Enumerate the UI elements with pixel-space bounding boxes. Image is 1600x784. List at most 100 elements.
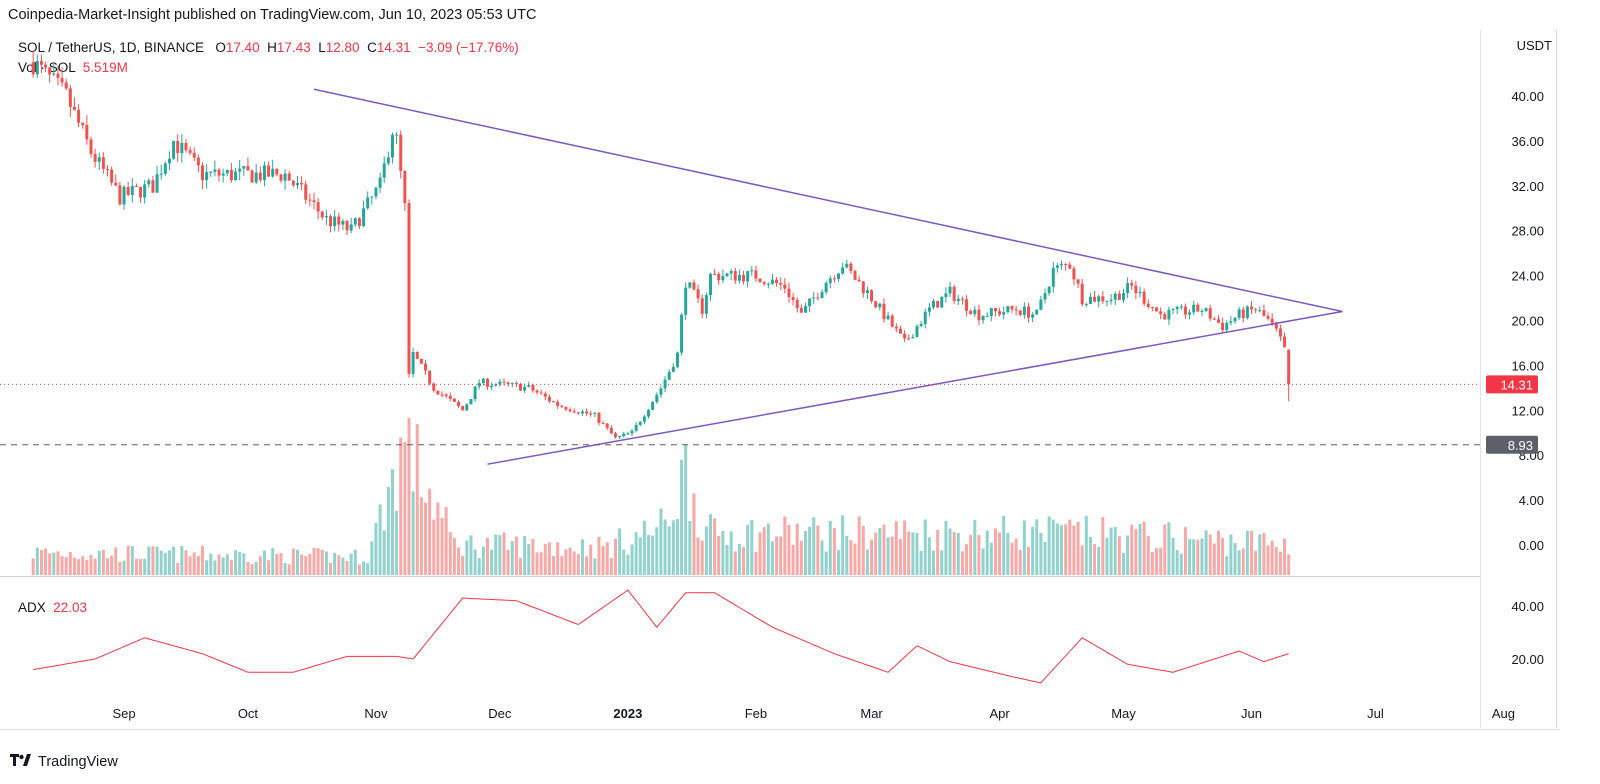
volume-bar xyxy=(696,537,700,575)
candle-body xyxy=(1188,312,1192,315)
volume-bar xyxy=(1262,533,1266,575)
candle-body xyxy=(865,290,869,294)
candle-body xyxy=(407,203,411,374)
volume-bar xyxy=(568,547,572,575)
candle-body xyxy=(754,270,758,279)
candle-body xyxy=(312,200,316,203)
volume-bar xyxy=(1022,520,1026,575)
footer-brand[interactable]: TradingView xyxy=(38,754,118,770)
adx-label[interactable]: ADX xyxy=(18,600,46,615)
volume-bar xyxy=(461,555,465,575)
volume-bar xyxy=(556,542,560,575)
candle-body xyxy=(725,273,729,277)
candle-body xyxy=(1043,293,1047,300)
volume-bar xyxy=(287,564,291,575)
candle-body xyxy=(919,324,923,327)
candle-body xyxy=(1101,296,1105,302)
candle-body xyxy=(1183,306,1187,315)
volume-bar xyxy=(824,551,828,575)
candle-body xyxy=(940,297,944,308)
candle-body xyxy=(708,273,712,296)
candle-body xyxy=(308,199,312,201)
candle-body xyxy=(580,411,584,414)
candle-body xyxy=(886,315,890,320)
candle-body xyxy=(849,263,853,272)
volume-bar xyxy=(622,549,626,575)
candle-body xyxy=(700,298,704,314)
candle-body xyxy=(857,279,861,282)
candle-body xyxy=(795,300,799,309)
candle-body xyxy=(213,169,217,172)
candle-body xyxy=(139,186,143,198)
candle-body xyxy=(816,297,820,299)
candle-body xyxy=(242,166,246,169)
volume-bar xyxy=(1183,527,1187,575)
candle-body xyxy=(473,386,477,400)
volume-bar xyxy=(477,557,481,575)
candle-body xyxy=(1051,267,1055,287)
volume-bar xyxy=(1155,548,1159,575)
candle-body xyxy=(481,378,485,384)
candle-body xyxy=(1283,336,1287,348)
volume-bar xyxy=(1064,524,1068,575)
volume-bars xyxy=(31,417,1291,575)
volume-bar xyxy=(733,551,737,575)
candle-body xyxy=(374,187,378,197)
symbol-name[interactable]: SOL / TetherUS, 1D, BINANCE xyxy=(18,40,205,55)
volume-bar xyxy=(783,516,787,575)
candle-body xyxy=(614,433,617,438)
candle-body xyxy=(911,336,915,339)
candle-body xyxy=(494,384,498,386)
candle-body xyxy=(783,284,787,289)
candle-body xyxy=(622,433,626,436)
candle-body xyxy=(523,386,527,391)
volume-bar xyxy=(799,540,803,575)
candle-body xyxy=(1200,310,1204,312)
volume-bar xyxy=(903,520,907,575)
volume-bar xyxy=(485,537,489,575)
volume-bar xyxy=(258,556,262,575)
volume-bar xyxy=(849,540,853,575)
candle-body xyxy=(985,316,989,318)
candle-body xyxy=(229,169,233,181)
volume-bar xyxy=(469,535,473,575)
volume-bar xyxy=(378,504,382,575)
volume-bar xyxy=(242,553,246,575)
candle-body xyxy=(64,82,68,89)
candle-body xyxy=(642,416,646,422)
candle-body xyxy=(93,153,97,162)
volume-bar xyxy=(1142,521,1146,575)
volume-bar xyxy=(81,556,85,575)
candle-body xyxy=(903,333,907,339)
volume-bar xyxy=(415,424,419,575)
volume-bar xyxy=(626,554,630,575)
candle-body xyxy=(1142,291,1146,304)
volume-bar xyxy=(973,519,977,575)
candle-body xyxy=(395,134,399,136)
volume-bar xyxy=(1088,537,1092,575)
candle-body xyxy=(52,73,56,75)
trendline-upper xyxy=(313,88,1343,313)
volume-bar xyxy=(932,550,936,575)
trendlines xyxy=(0,88,1480,465)
tradingview-logo-icon[interactable] xyxy=(10,753,32,771)
volume-bar xyxy=(1047,516,1051,575)
candle-body xyxy=(225,169,229,174)
candle-body xyxy=(1064,264,1068,266)
volume-bar xyxy=(684,444,688,575)
volume-bar xyxy=(304,556,308,575)
volume-bar xyxy=(1138,524,1142,575)
price-axis[interactable]: 40.00 36.00 32.00 28.00 24.00 20.00 16.00 12.00… xyxy=(1486,89,1544,667)
candle-body xyxy=(1084,303,1088,305)
support-level-tag: 8.93 xyxy=(1508,438,1533,453)
volume-bar xyxy=(737,543,741,575)
low-value: 12.80 xyxy=(325,40,360,55)
volume-bar xyxy=(89,554,93,575)
time-axis[interactable]: Sep Oct Nov Dec 2023 Feb Mar Apr May Jun Jul Aug xyxy=(112,706,1515,721)
volume-bar xyxy=(262,550,266,575)
candle-body xyxy=(733,271,737,281)
candle-body xyxy=(704,295,708,314)
volume-bar xyxy=(779,536,783,575)
candle-body xyxy=(981,316,985,321)
